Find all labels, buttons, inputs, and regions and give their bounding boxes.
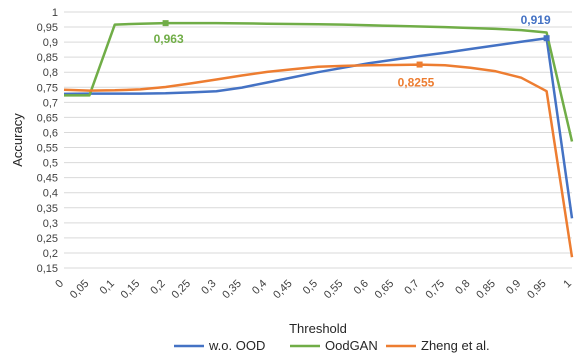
x-tick-label: 0,9	[504, 278, 523, 297]
gridlines	[64, 11, 572, 269]
data-label: 0,919	[521, 13, 551, 27]
y-tick-label: 0,15	[37, 263, 58, 275]
x-tick-label: 0,7	[402, 278, 421, 297]
x-axis-title: Threshold	[289, 321, 347, 336]
series-line	[63, 36, 574, 219]
legend-label: w.o. OOD	[208, 338, 265, 353]
x-tick-label: 1	[561, 278, 574, 291]
legend-label: OodGAN	[325, 338, 378, 353]
series-lines	[63, 21, 574, 258]
x-tick-label: 0,15	[119, 278, 143, 302]
y-tick-label: 0,45	[37, 173, 58, 185]
data-marker	[543, 35, 550, 42]
y-tick-label: 0,7	[43, 97, 58, 109]
x-tick-label: 0,5	[301, 278, 320, 297]
y-tick-label: 0,2	[43, 248, 58, 260]
legend-label: Zheng et al.	[421, 338, 490, 353]
x-tick-label: 0,6	[352, 278, 371, 297]
x-tick-label: 0,2	[148, 278, 167, 297]
y-tick-label: 1	[52, 7, 58, 19]
annotations: 0,963 0,8255 0,919	[154, 13, 551, 89]
y-tick-label: 0,4	[43, 188, 58, 200]
x-axis-ticks: 0 0,05 0,1 0,15 0,2 0,25 0,3 0,35 0,4 0,45 0,5 0,55…	[53, 278, 574, 302]
x-tick-label: 0,55	[322, 278, 346, 302]
x-tick-label: 0,25	[169, 278, 193, 302]
x-tick-label: 0,85	[474, 278, 498, 302]
y-tick-label: 0,95	[37, 22, 58, 34]
x-tick-label: 0,05	[68, 278, 92, 302]
x-tick-label: 0,35	[220, 278, 244, 302]
x-tick-label: 0,45	[271, 278, 295, 302]
y-tick-label: 0,55	[37, 143, 58, 155]
x-tick-label: 0,4	[250, 278, 269, 297]
x-tick-label: 0	[53, 278, 66, 291]
series-line	[63, 63, 574, 258]
x-tick-label: 0,8	[453, 278, 472, 297]
y-tick-label: 0,85	[37, 52, 58, 64]
y-axis-ticks: 0,15 0,2 0,25 0,3 0,35 0,4 0,45 0,5 0,55 0,6 0,65 0…	[37, 7, 58, 275]
data-label: 0,963	[154, 32, 184, 46]
x-tick-label: 0,65	[373, 278, 397, 302]
x-tick-label: 0,3	[199, 278, 218, 297]
data-marker	[416, 61, 423, 68]
data-marker	[162, 20, 169, 27]
y-tick-label: 0,25	[37, 233, 58, 245]
y-tick-label: 0,35	[37, 203, 58, 215]
y-tick-label: 0,8	[43, 67, 58, 79]
series-line	[64, 21, 574, 142]
data-label: 0,8255	[398, 76, 435, 90]
x-tick-label: 0,75	[423, 278, 447, 302]
x-tick-label: 0,1	[98, 278, 117, 297]
y-tick-label: 0,5	[43, 158, 58, 170]
y-tick-label: 0,3	[43, 218, 58, 230]
y-tick-label: 0,75	[37, 82, 58, 94]
x-tick-label: 0,95	[525, 278, 549, 302]
y-tick-label: 0,9	[43, 37, 58, 49]
legend: w.o. OOD OodGAN Zheng et al.	[174, 338, 490, 353]
y-tick-label: 0,6	[43, 127, 58, 139]
y-tick-label: 0,65	[37, 112, 58, 124]
y-axis-title: Accuracy	[10, 113, 25, 167]
